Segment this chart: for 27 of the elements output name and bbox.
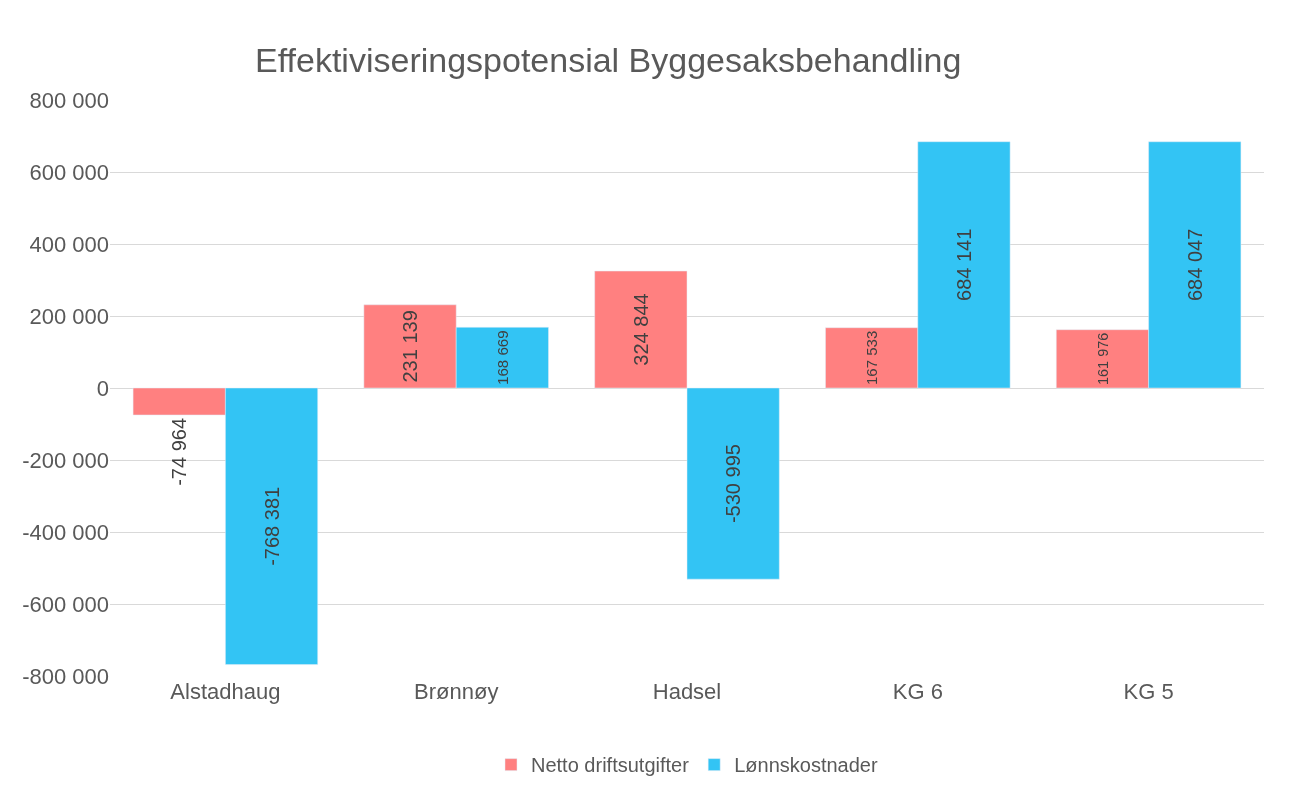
data-label: 684 141 <box>952 228 975 301</box>
legend-label: Netto driftsutgifter <box>531 754 690 777</box>
data-label: 231 139 <box>399 310 422 383</box>
y-tick-label: 200 000 <box>29 303 109 329</box>
y-tick-label: -600 000 <box>22 591 109 617</box>
y-tick-label: -800 000 <box>22 663 109 689</box>
data-label: -74 964 <box>168 417 191 486</box>
y-tick-label: 600 000 <box>29 159 109 185</box>
y-tick-label: 400 000 <box>29 231 109 257</box>
data-label: 168 669 <box>493 330 511 385</box>
data-label: 167 533 <box>862 330 880 385</box>
x-tick-label: Alstadhaug <box>170 679 281 704</box>
x-tick-label: Hadsel <box>652 679 722 704</box>
x-tick-label: KG 5 <box>1123 679 1174 704</box>
x-tick-label: Brønnøy <box>414 679 499 704</box>
data-label: -530 995 <box>722 444 745 524</box>
legend-label: Lønnskostnader <box>734 754 878 777</box>
x-tick-label: KG 6 <box>892 679 943 704</box>
chart-title: Effektiviseringspotensial Byggesaksbehandling <box>255 40 962 79</box>
data-label: 684 047 <box>1183 228 1206 302</box>
data-label: 324 844 <box>629 293 652 366</box>
y-tick-label: 0 <box>96 375 109 401</box>
y-tick-label: -400 000 <box>22 519 109 545</box>
data-label: 161 976 <box>1094 332 1111 385</box>
y-tick-label: -200 000 <box>22 447 109 473</box>
y-tick-label: 800 000 <box>29 87 109 113</box>
data-label: -768 381 <box>260 486 283 566</box>
